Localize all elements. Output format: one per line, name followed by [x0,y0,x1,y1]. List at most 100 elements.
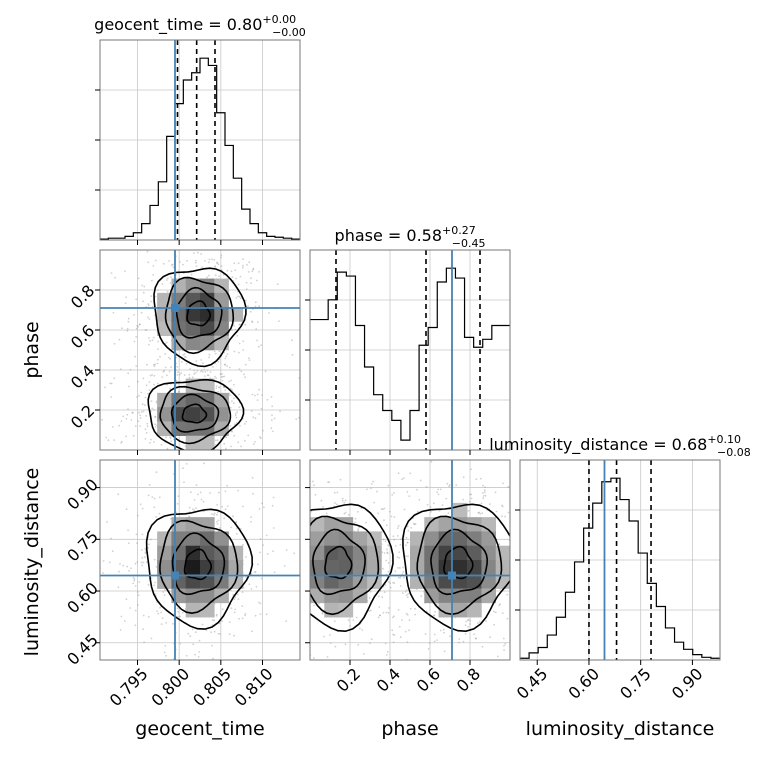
sample-point [504,642,507,645]
density-cell [467,588,482,604]
sample-point [293,540,295,542]
sample-point [278,320,280,322]
sample-point [256,339,258,342]
sample-point [153,497,156,500]
sample-point [237,262,240,265]
sample-point [213,512,216,515]
sample-point [185,463,188,465]
sample-point [157,289,159,292]
sample-point [165,667,167,669]
sample-point [213,350,216,353]
sample-point [443,631,445,634]
sample-point [312,657,315,660]
sample-point [397,576,400,579]
sample-point [203,375,206,377]
sample-point [336,491,339,494]
sample-point [584,554,586,556]
sample-point [168,356,170,359]
sample-point [114,276,116,279]
sample-point [147,316,149,319]
sample-point [259,532,261,534]
sample-point [144,438,147,440]
sample-point [398,557,401,559]
sample-point [140,311,143,314]
sample-point [177,391,180,393]
truth-marker [448,571,456,580]
sample-point [137,594,140,597]
sample-point [516,578,518,580]
sample-point [140,391,143,394]
sample-point [383,519,385,522]
x-tick-label: 0.4 [373,664,404,695]
sample-point [398,625,401,628]
sample-point [213,619,215,622]
sample-point [111,426,114,428]
sample-point [473,633,475,636]
sample-point [259,613,262,615]
sample-point [424,633,427,635]
panel-luminosity-distance-vs-geocent-time [100,454,300,669]
contour-line [175,286,223,339]
sample-point [237,489,240,492]
density-cell [214,292,229,308]
sample-point [448,484,451,486]
sample-point [213,259,216,261]
sample-point [134,609,137,612]
density-cell [438,545,454,561]
sample-point [429,506,432,508]
sample-point [406,541,409,544]
sample-point [250,282,252,285]
sample-point [501,612,504,615]
sample-point [199,491,202,494]
sample-point [110,396,113,398]
sample-point [257,547,259,549]
sample-point [221,620,224,622]
sample-point [203,462,205,465]
contour-line [145,508,254,630]
sample-point [206,452,208,454]
sample-point [204,454,206,456]
sample-point [223,442,226,445]
sample-point [236,411,239,413]
sample-point [295,652,297,654]
sample-point [201,472,203,474]
sample-point [193,373,196,375]
sample-point [502,482,504,485]
sample-point [235,416,238,419]
sample-point [179,615,181,618]
sample-point [247,434,250,437]
sample-point [506,593,509,596]
sample-point [102,572,104,574]
sample-point [447,512,450,514]
sample-point [250,521,252,523]
sample-point [377,512,379,515]
sample-point [142,614,145,617]
sample-point [158,512,161,515]
sample-point [306,621,308,623]
sample-point [564,624,566,626]
sample-point [145,431,148,434]
sample-point [188,373,191,376]
sample-point [152,336,155,339]
sample-point [301,554,303,556]
sample-point [135,298,138,301]
sample-point [218,457,220,459]
sample-point [233,434,236,437]
sample-point [155,516,158,518]
contour-line [159,385,232,445]
sample-point [418,498,421,501]
sample-point [238,617,241,620]
sample-point [233,634,236,637]
sample-point [530,552,532,554]
sample-point [524,507,526,509]
sample-point [195,265,198,267]
sample-point [163,651,166,654]
sample-point [211,258,213,261]
sample-point [313,604,315,607]
sample-point [230,589,232,592]
sample-point [154,426,157,428]
sample-point [404,630,407,633]
sample-point [482,484,484,487]
sample-point [126,565,129,568]
density-cell [424,531,439,547]
